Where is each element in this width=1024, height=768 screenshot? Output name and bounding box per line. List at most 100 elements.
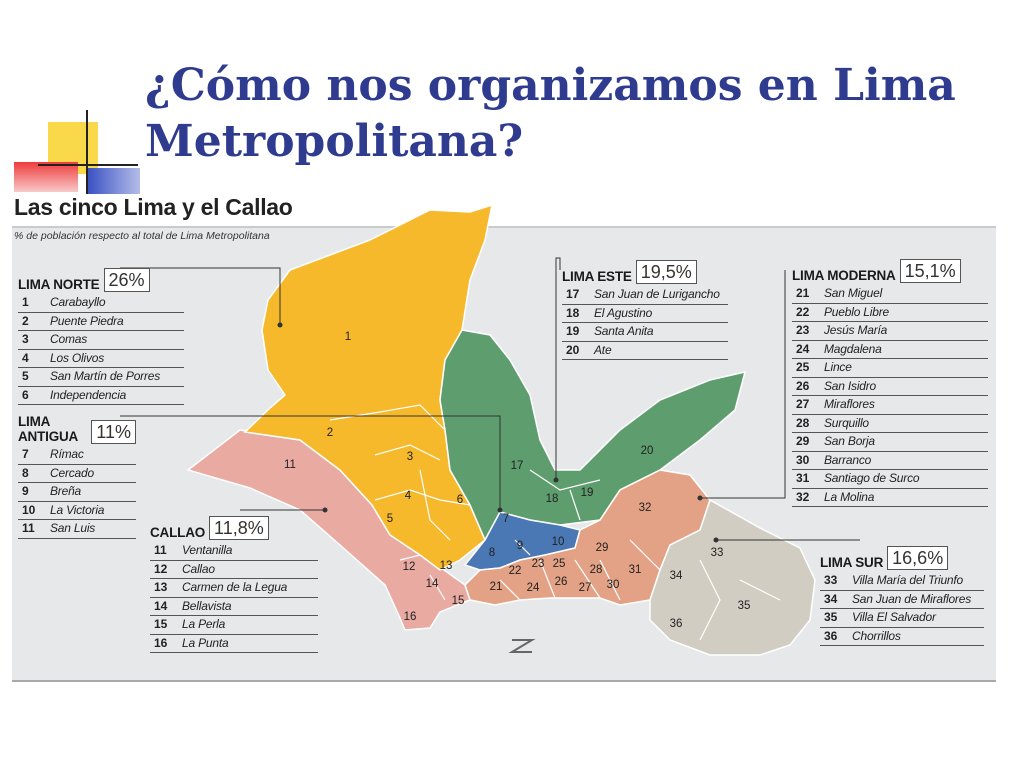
district-name: Surquillo bbox=[824, 415, 869, 430]
legend-lima-norte: LIMA NORTE 26% 1 Carabayllo 2 Puente Piedra 3 C… bbox=[18, 266, 184, 405]
district-name: Barranco bbox=[824, 452, 872, 467]
map-district-number: 17 bbox=[511, 460, 524, 472]
decor-horizontal-line bbox=[38, 164, 138, 166]
district-name: La Victoria bbox=[50, 502, 105, 517]
district-name: Lince bbox=[824, 360, 852, 374]
map-district-number: 12 bbox=[403, 561, 416, 573]
district-item: 26 San Isidro bbox=[792, 378, 988, 396]
district-item: 32 La Molina bbox=[792, 489, 988, 507]
north-arrow-icon bbox=[508, 639, 536, 653]
map-district-number: 24 bbox=[527, 582, 540, 594]
district-name: La Molina bbox=[824, 489, 875, 504]
district-number: 36 bbox=[824, 628, 838, 643]
district-list: 21 San Miguel 22 Pueblo Libre 23 Jesús María 2… bbox=[792, 285, 988, 507]
map-district-number: 32 bbox=[639, 502, 652, 514]
district-name: San Borja bbox=[824, 434, 875, 448]
district-name: Santiago de Surco bbox=[824, 471, 920, 485]
map-district-number: 11 bbox=[284, 459, 296, 471]
district-item: 33 Villa María del Triunfo bbox=[820, 572, 984, 591]
district-name: Santa Anita bbox=[594, 324, 654, 338]
map-district-number: 34 bbox=[670, 570, 683, 582]
district-item: 12 Callao bbox=[150, 561, 318, 579]
district-name: Bellavista bbox=[182, 598, 232, 613]
legend-header: LIMA ESTE 19,5% bbox=[562, 258, 728, 284]
map-district-number: 29 bbox=[596, 542, 609, 554]
district-item: 15 La Perla bbox=[150, 616, 318, 635]
district-number: 18 bbox=[566, 305, 580, 320]
district-name: Villa María del Triunfo bbox=[852, 573, 964, 587]
district-item: 30 Barranco bbox=[792, 452, 988, 470]
district-number: 19 bbox=[566, 324, 580, 338]
district-name: Pueblo Libre bbox=[824, 304, 889, 319]
map-district-number: 6 bbox=[457, 494, 463, 506]
district-name: Magdalena bbox=[824, 341, 882, 356]
group-name: CALLAO bbox=[150, 525, 206, 540]
legend-header: LIMA MODERNA 15,1% bbox=[792, 257, 988, 283]
map-district-number: 31 bbox=[629, 564, 642, 576]
district-name: La Punta bbox=[182, 635, 229, 650]
district-item: 19 Santa Anita bbox=[562, 323, 728, 342]
district-name: Rímac bbox=[50, 447, 84, 461]
district-item: 11 San Luis bbox=[18, 520, 136, 539]
district-number: 30 bbox=[796, 452, 810, 467]
map-district-number: 10 bbox=[552, 536, 565, 548]
district-list: 17 San Juan de Lurigancho 18 El Agustino 19 S… bbox=[562, 286, 728, 360]
district-number: 14 bbox=[154, 598, 168, 613]
district-number: 5 bbox=[22, 369, 29, 383]
group-name: LIMA ESTE bbox=[562, 269, 632, 284]
district-list: 33 Villa María del Triunfo 34 San Juan de M… bbox=[820, 572, 984, 646]
district-name: San Luis bbox=[50, 521, 96, 535]
district-item: 14 Bellavista bbox=[150, 598, 318, 616]
leader-dots bbox=[277, 322, 719, 543]
group-name: LIMA MODERNA bbox=[792, 268, 896, 283]
group-percentage: 11% bbox=[91, 420, 136, 444]
map-subtitle: % de población respecto al total de Lima… bbox=[14, 230, 270, 242]
district-number: 23 bbox=[796, 323, 810, 337]
map-district-number: 4 bbox=[405, 490, 412, 502]
district-item: 18 El Agustino bbox=[562, 305, 728, 323]
district-number: 24 bbox=[796, 341, 810, 356]
legend-lima-antigua: LIMA ANTIGUA 11% 7 Rímac 8 Cercado 9 Breña 10 La … bbox=[18, 414, 136, 539]
district-item: 3 Comas bbox=[18, 331, 184, 350]
district-number: 32 bbox=[796, 489, 810, 504]
district-item: 1 Carabayllo bbox=[18, 294, 184, 313]
map-district-number: 18 bbox=[546, 493, 559, 505]
map-district-number: 21 bbox=[490, 581, 503, 593]
district-item: 9 Breña bbox=[18, 483, 136, 502]
district-item: 8 Cercado bbox=[18, 465, 136, 483]
map-district-number: 35 bbox=[738, 600, 751, 612]
group-percentage: 16,6% bbox=[887, 546, 949, 570]
district-item: 24 Magdalena bbox=[792, 341, 988, 359]
district-number: 17 bbox=[566, 287, 580, 301]
map-district-number: 22 bbox=[509, 565, 522, 577]
district-name: Villa El Salvador bbox=[852, 610, 936, 624]
map-district-number: 9 bbox=[517, 540, 523, 552]
district-name: La Perla bbox=[182, 617, 226, 631]
map-district-number: 3 bbox=[407, 451, 413, 463]
district-item: 10 La Victoria bbox=[18, 502, 136, 520]
legend-callao: CALLAO 11,8% 11 Ventanilla 12 Callao 13 Carmen … bbox=[150, 514, 318, 653]
district-item: 23 Jesús María bbox=[792, 322, 988, 341]
district-name: Chorrillos bbox=[852, 628, 901, 643]
map-district-number: 20 bbox=[641, 445, 654, 457]
district-number: 10 bbox=[22, 502, 36, 517]
district-number: 2 bbox=[22, 313, 29, 328]
leader-lines bbox=[120, 257, 860, 541]
district-number: 9 bbox=[22, 484, 29, 498]
district-item: 29 San Borja bbox=[792, 433, 988, 452]
group-name: LIMA NORTE bbox=[18, 277, 100, 292]
map-title: Las cinco Lima y el Callao bbox=[14, 194, 293, 220]
legend-header: CALLAO 11,8% bbox=[150, 514, 318, 540]
district-name: Ate bbox=[594, 342, 612, 357]
district-name: San Isidro bbox=[824, 378, 877, 393]
map-district-number: 28 bbox=[590, 564, 603, 576]
district-list: 7 Rímac 8 Cercado 9 Breña 10 La Victoria 11 San L… bbox=[18, 446, 136, 539]
district-number: 33 bbox=[824, 573, 838, 587]
legend-lima-sur: LIMA SUR 16,6% 33 Villa María del Triunfo 34… bbox=[820, 544, 984, 646]
map-district-number: 36 bbox=[670, 618, 683, 630]
district-number: 25 bbox=[796, 360, 810, 374]
district-item: 28 Surquillo bbox=[792, 415, 988, 433]
district-number: 6 bbox=[22, 387, 29, 402]
district-number: 16 bbox=[154, 635, 168, 650]
district-item: 20 Ate bbox=[562, 342, 728, 360]
